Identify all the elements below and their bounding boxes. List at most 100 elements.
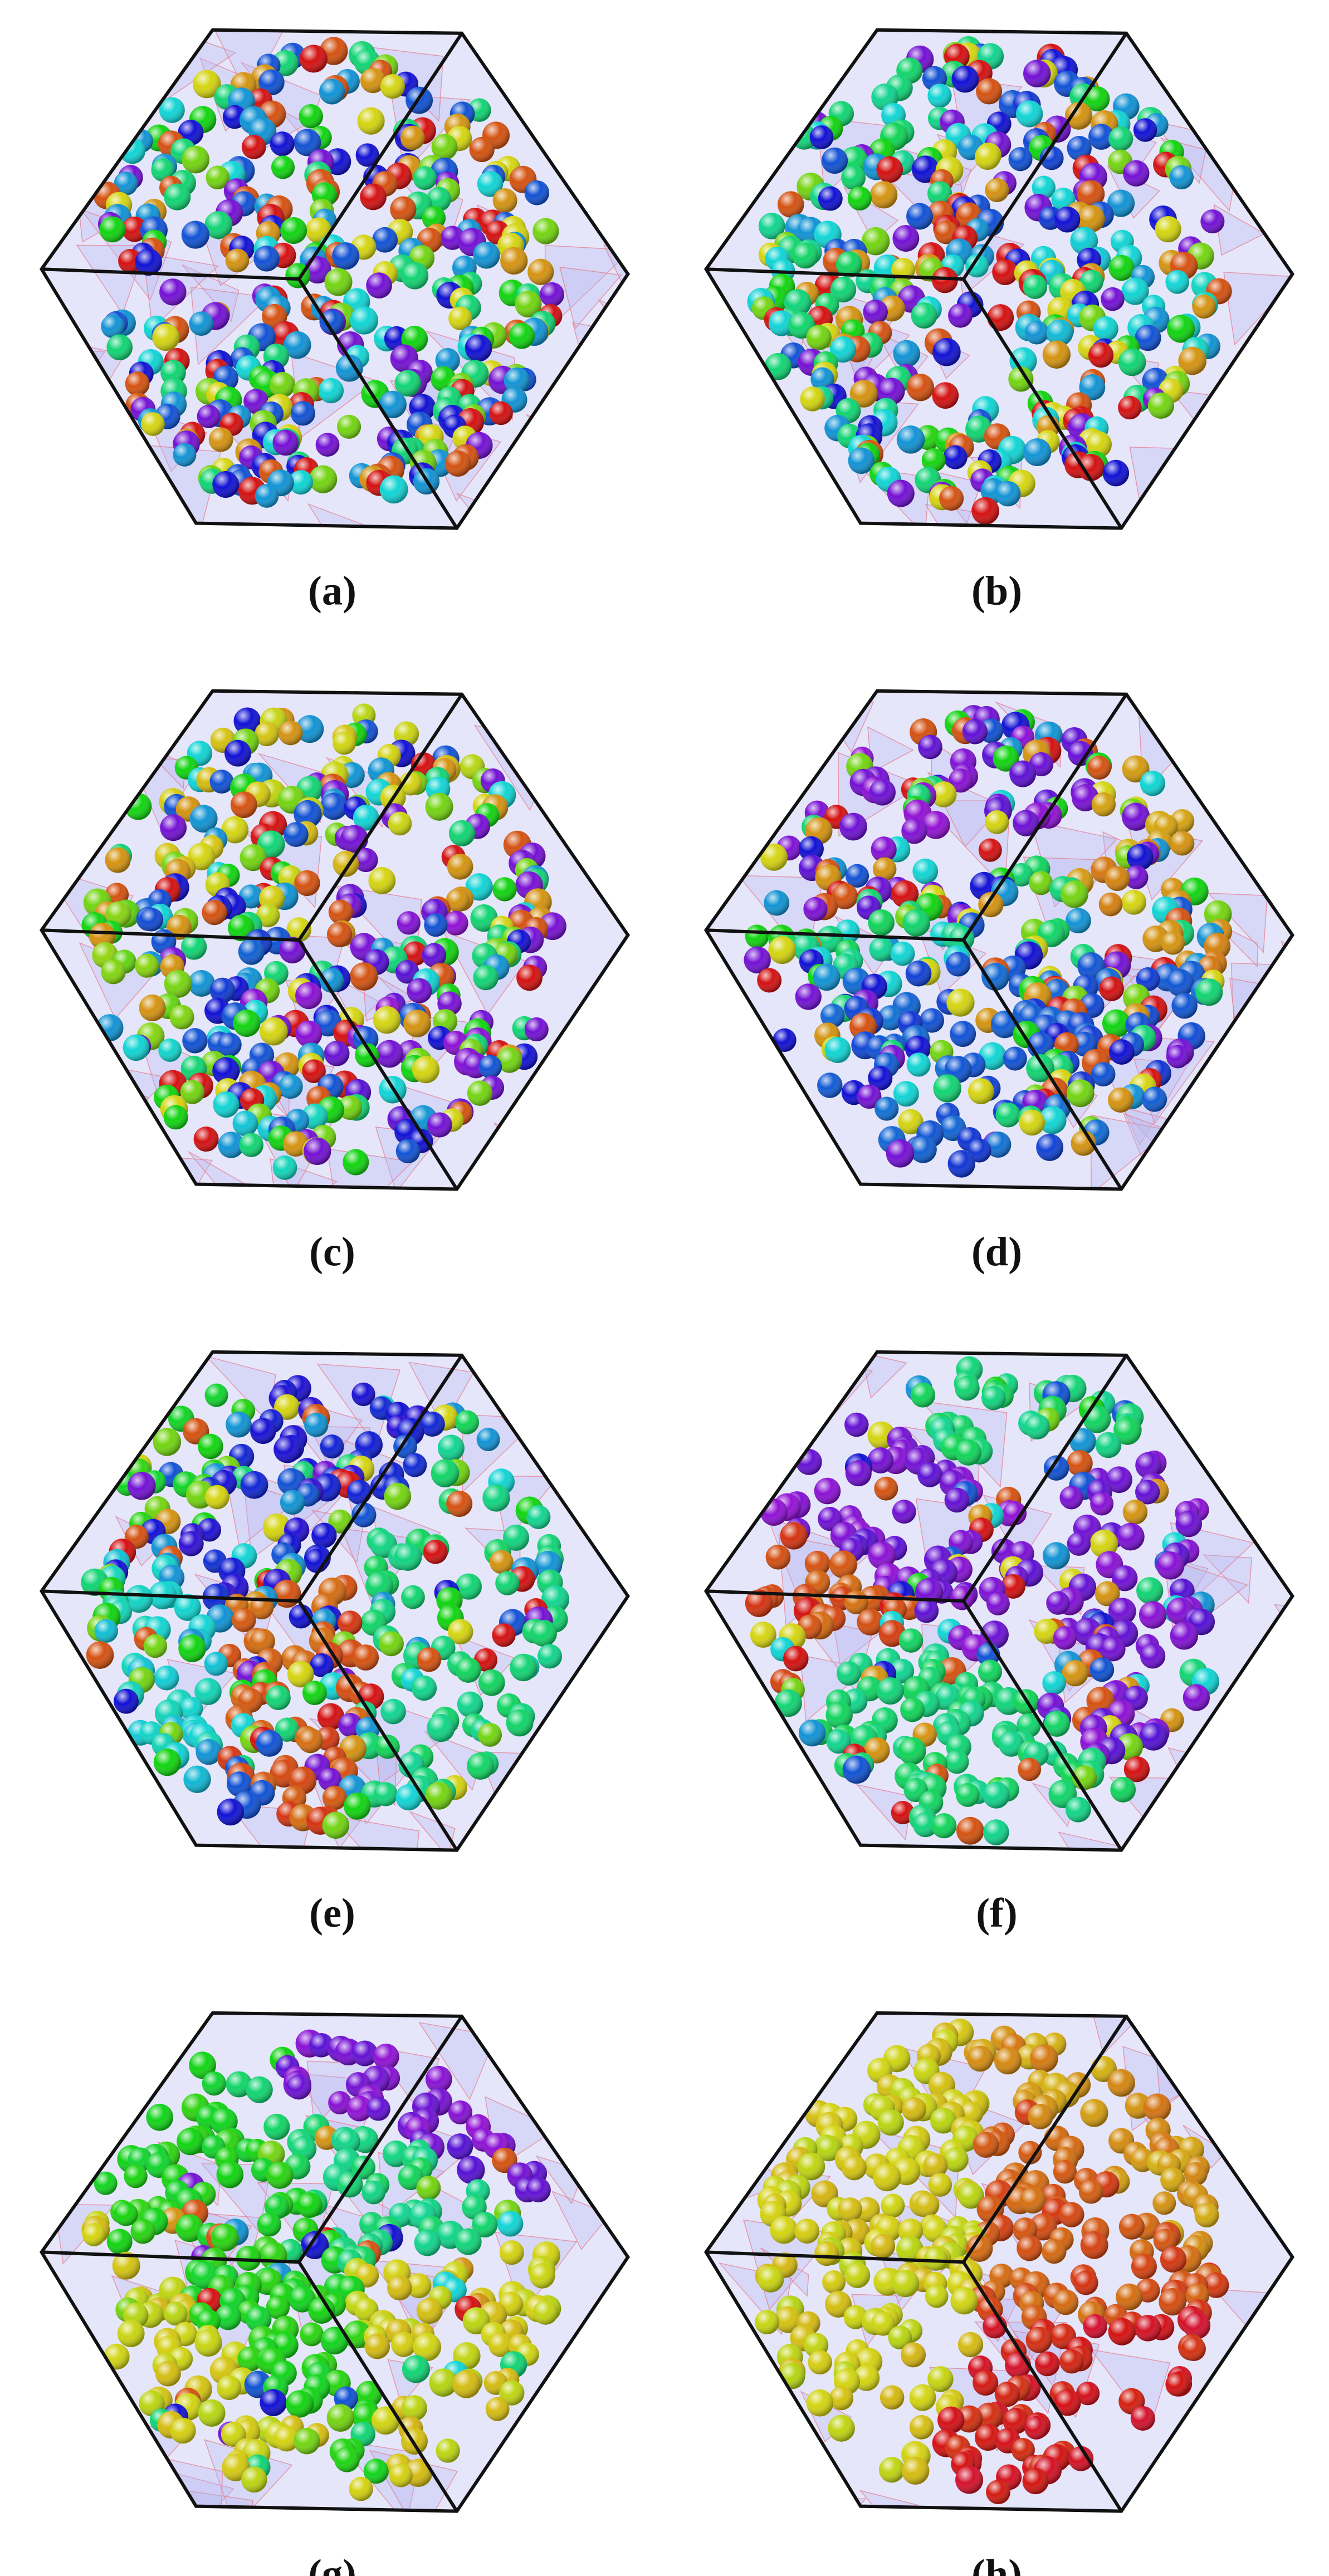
cell-facet: [493, 1122, 568, 1189]
sphere-shine: [183, 1765, 211, 1793]
sphere-shine: [1077, 180, 1105, 208]
sphere-shine: [1038, 1106, 1067, 1134]
sphere-shine: [182, 145, 209, 174]
sphere-shine: [204, 1383, 228, 1407]
sphere-shine: [123, 1034, 150, 1061]
cube-edge: [962, 693, 1128, 941]
cell-facet: [575, 711, 628, 795]
sphere-shine: [226, 1411, 252, 1438]
sphere-shine: [424, 913, 448, 937]
sphere-shine: [366, 272, 392, 298]
sphere-shine: [452, 2370, 481, 2398]
sphere-shine: [82, 2222, 106, 2246]
sphere-shine: [757, 968, 782, 993]
cell-facet: [618, 179, 628, 247]
panel-label: (f): [976, 1891, 1017, 1936]
sphere-shine: [178, 1634, 206, 1662]
sphere-shine: [255, 484, 279, 508]
sphere-shine: [429, 2368, 458, 2397]
sphere-shine: [324, 268, 353, 296]
sphere-shine: [1095, 1432, 1122, 1458]
sphere-shine: [164, 183, 191, 210]
sphere-shine: [402, 2355, 430, 2383]
sphere-shine: [876, 1677, 904, 1705]
sphere-shine: [527, 258, 554, 285]
sphere-shine: [986, 1591, 1010, 1615]
cube-outline: [703, 689, 1294, 1191]
sphere-shine: [806, 325, 832, 350]
cell-facet: [41, 115, 83, 165]
sphere-shine: [373, 1006, 401, 1034]
sphere-shine: [538, 1644, 563, 1669]
cell-facet: [1249, 1388, 1293, 1442]
sphere-shine: [280, 1490, 305, 1515]
cube-edge: [297, 1600, 458, 1852]
sphere-shine: [448, 306, 472, 331]
sphere-shine: [1067, 136, 1092, 161]
sphere-shine: [848, 447, 875, 474]
sphere-shine: [1165, 270, 1190, 294]
sphere-shine: [1108, 254, 1135, 281]
sphere-shine: [870, 181, 898, 209]
sphere-shine: [825, 1701, 853, 1729]
sphere-shine: [417, 1647, 442, 1672]
cell-facet: [708, 1080, 778, 1150]
sphere-shine: [302, 1681, 327, 1706]
sphere-shine: [135, 953, 159, 978]
sphere-shine: [467, 1752, 495, 1780]
sphere-shine: [1110, 1777, 1136, 1803]
sphere-shine: [245, 2306, 272, 2332]
sphere-shine: [826, 1729, 851, 1754]
sphere-shine: [1112, 1565, 1138, 1591]
sphere-shine: [1023, 60, 1051, 87]
sphere-shine: [837, 1661, 861, 1686]
sphere-shine: [829, 1550, 857, 1579]
sphere-shine: [241, 135, 266, 159]
sphere-shine: [304, 1137, 331, 1165]
sphere-shine: [1061, 880, 1088, 908]
sphere-shine: [384, 1482, 412, 1510]
sphere-shine: [106, 2229, 133, 2255]
sphere-shine: [320, 792, 348, 820]
sphere-shine: [893, 340, 921, 368]
cell-facet: [42, 1715, 89, 1762]
sphere-shine: [160, 360, 186, 386]
sphere-shine: [1089, 1529, 1118, 1558]
sphere-shine: [489, 1550, 514, 1574]
sphere-shine: [813, 963, 841, 991]
sphere-shine: [1036, 1133, 1064, 1161]
sphere-shine: [413, 2333, 442, 2362]
sphere-shine: [1013, 810, 1039, 836]
sphere-shine: [237, 2346, 263, 2372]
sphere-shine: [411, 1675, 437, 1701]
cell-facet: [1223, 99, 1276, 152]
cube-edge: [297, 278, 458, 530]
sphere-shine: [995, 481, 1021, 507]
sphere-shine: [1098, 892, 1123, 917]
cell-facet: [188, 1151, 246, 1189]
sphere-shine: [921, 448, 946, 472]
sphere-shine: [366, 2097, 390, 2121]
sphere-shine: [103, 2343, 130, 2370]
sphere-shine: [400, 125, 425, 150]
sphere-shine: [401, 262, 429, 290]
sphere-shine: [227, 1771, 252, 1797]
cell-facet: [1174, 1794, 1244, 1850]
cell-facet: [1292, 30, 1293, 102]
sphere-shine: [1029, 871, 1053, 895]
sphere-shine: [1183, 1684, 1210, 1711]
sphere-shine: [765, 1544, 791, 1570]
cube-outline: [703, 28, 1294, 530]
sphere-shine: [981, 1385, 1006, 1411]
sphere-shine: [1085, 431, 1112, 458]
sphere-shine: [934, 221, 958, 244]
sphere-shine: [1121, 889, 1147, 915]
sphere-shine: [335, 354, 363, 382]
sphere-shine: [909, 1135, 937, 1163]
sphere-shine: [745, 924, 769, 949]
sphere-shine: [1169, 165, 1194, 190]
sphere-shine: [886, 1139, 915, 1168]
sphere-shine: [287, 1661, 314, 1688]
sphere-shine: [1192, 295, 1216, 319]
